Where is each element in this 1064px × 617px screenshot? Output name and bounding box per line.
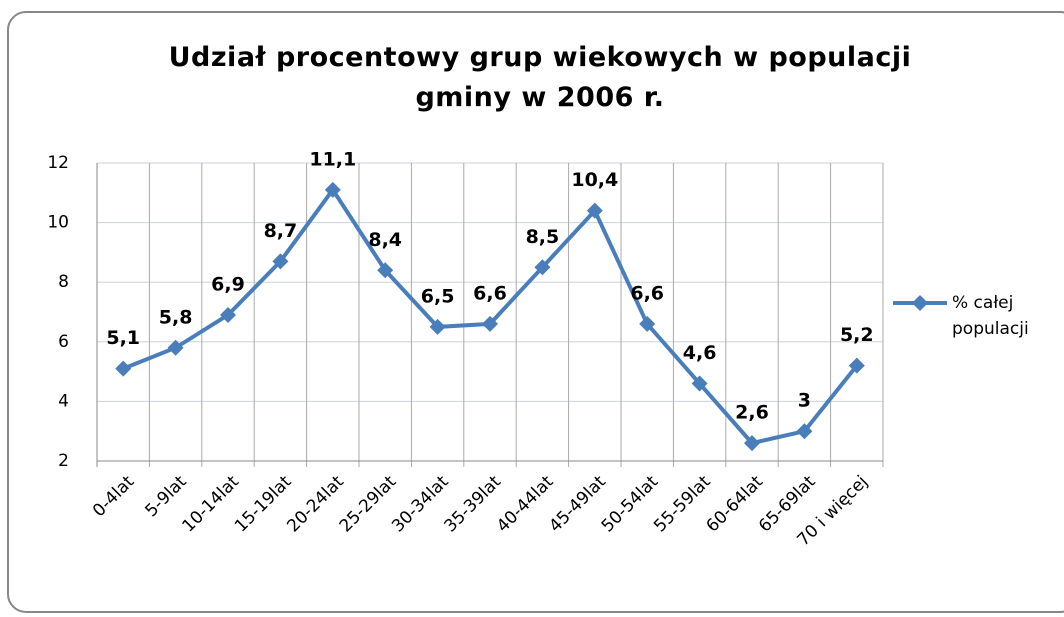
data-label: 4,6	[683, 342, 717, 364]
point-marker	[429, 318, 446, 335]
data-label: 8,4	[368, 229, 402, 251]
legend-marker	[912, 295, 928, 311]
y-tick-label: 10	[47, 213, 69, 233]
point-marker	[744, 435, 760, 452]
chart-title: Udział procentowy grup wiekowych w popul…	[168, 42, 912, 113]
point-marker	[796, 423, 813, 440]
data-label: 6,6	[630, 282, 664, 304]
y-tick-label: 2	[58, 451, 69, 471]
point-marker	[534, 259, 551, 276]
point-marker	[324, 181, 341, 198]
data-label: 2,6	[735, 402, 769, 424]
point-marker	[220, 306, 236, 323]
point-marker	[586, 202, 603, 219]
data-label: 5,1	[106, 327, 140, 349]
data-label: 5,2	[840, 324, 874, 346]
data-label: 6,9	[211, 273, 245, 295]
point-marker	[691, 375, 708, 392]
y-tick-label: 8	[58, 272, 69, 292]
point-marker	[639, 315, 656, 332]
point-marker	[167, 339, 184, 356]
y-tick-label: 6	[58, 332, 69, 352]
point-marker	[272, 253, 289, 270]
data-label: 6,6	[473, 282, 507, 304]
chart-border	[7, 11, 1064, 613]
point-marker	[848, 357, 865, 374]
data-label: 3	[798, 390, 811, 412]
data-label: 8,5	[526, 226, 560, 248]
y-tick-label: 4	[58, 391, 69, 411]
y-tick-label: 12	[47, 153, 69, 173]
data-label: 8,7	[264, 220, 298, 242]
data-label: 10,4	[571, 169, 618, 191]
point-marker	[377, 262, 394, 279]
point-marker	[482, 315, 498, 332]
data-label: 11,1	[309, 148, 356, 170]
point-marker	[115, 360, 132, 377]
data-label: 6,5	[421, 285, 455, 307]
legend-label: % całej populacji	[952, 293, 1029, 339]
data-label: 5,8	[159, 306, 193, 328]
